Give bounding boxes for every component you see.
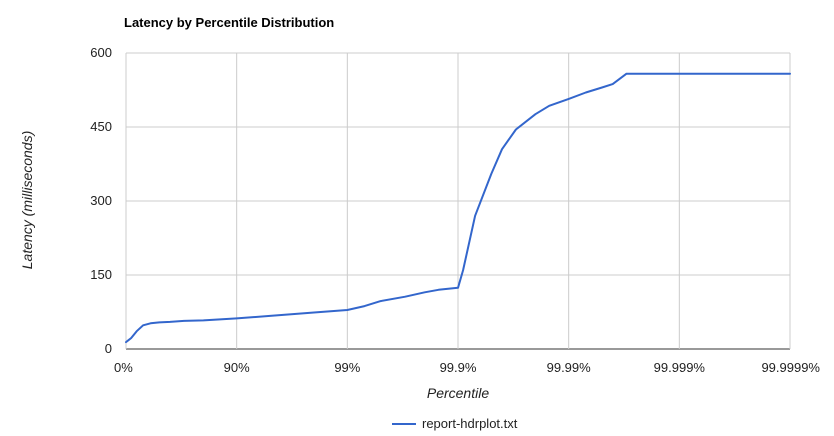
- series-line: [125, 72, 791, 344]
- legend: report-hdrplot.txt: [392, 416, 518, 431]
- x-tick-label: 99.9%: [440, 360, 477, 375]
- y-tick-label: 0: [105, 341, 112, 356]
- x-tick-label: 90%: [224, 360, 250, 375]
- x-axis-label: Percentile: [427, 385, 489, 401]
- gridlines: [125, 52, 791, 350]
- y-tick-label: 450: [90, 119, 112, 134]
- x-tick-label: 99.9999%: [761, 360, 820, 375]
- x-tick-label: 99%: [334, 360, 360, 375]
- legend-label: report-hdrplot.txt: [422, 416, 518, 431]
- chart-title: Latency by Percentile Distribution: [124, 15, 334, 30]
- y-axis-ticks: 0 150 300 450 600: [90, 45, 112, 356]
- y-tick-label: 600: [90, 45, 112, 60]
- x-tick-label: 0%: [114, 360, 133, 375]
- y-axis-label: Latency (milliseconds): [19, 131, 35, 270]
- x-tick-label: 99.99%: [547, 360, 592, 375]
- y-tick-label: 300: [90, 193, 112, 208]
- x-axis-ticks: 0% 90% 99% 99.9% 99.99% 99.999% 99.9999%: [114, 360, 820, 375]
- series-layer: [125, 72, 791, 344]
- x-tick-label: 99.999%: [654, 360, 706, 375]
- y-tick-label: 150: [90, 267, 112, 282]
